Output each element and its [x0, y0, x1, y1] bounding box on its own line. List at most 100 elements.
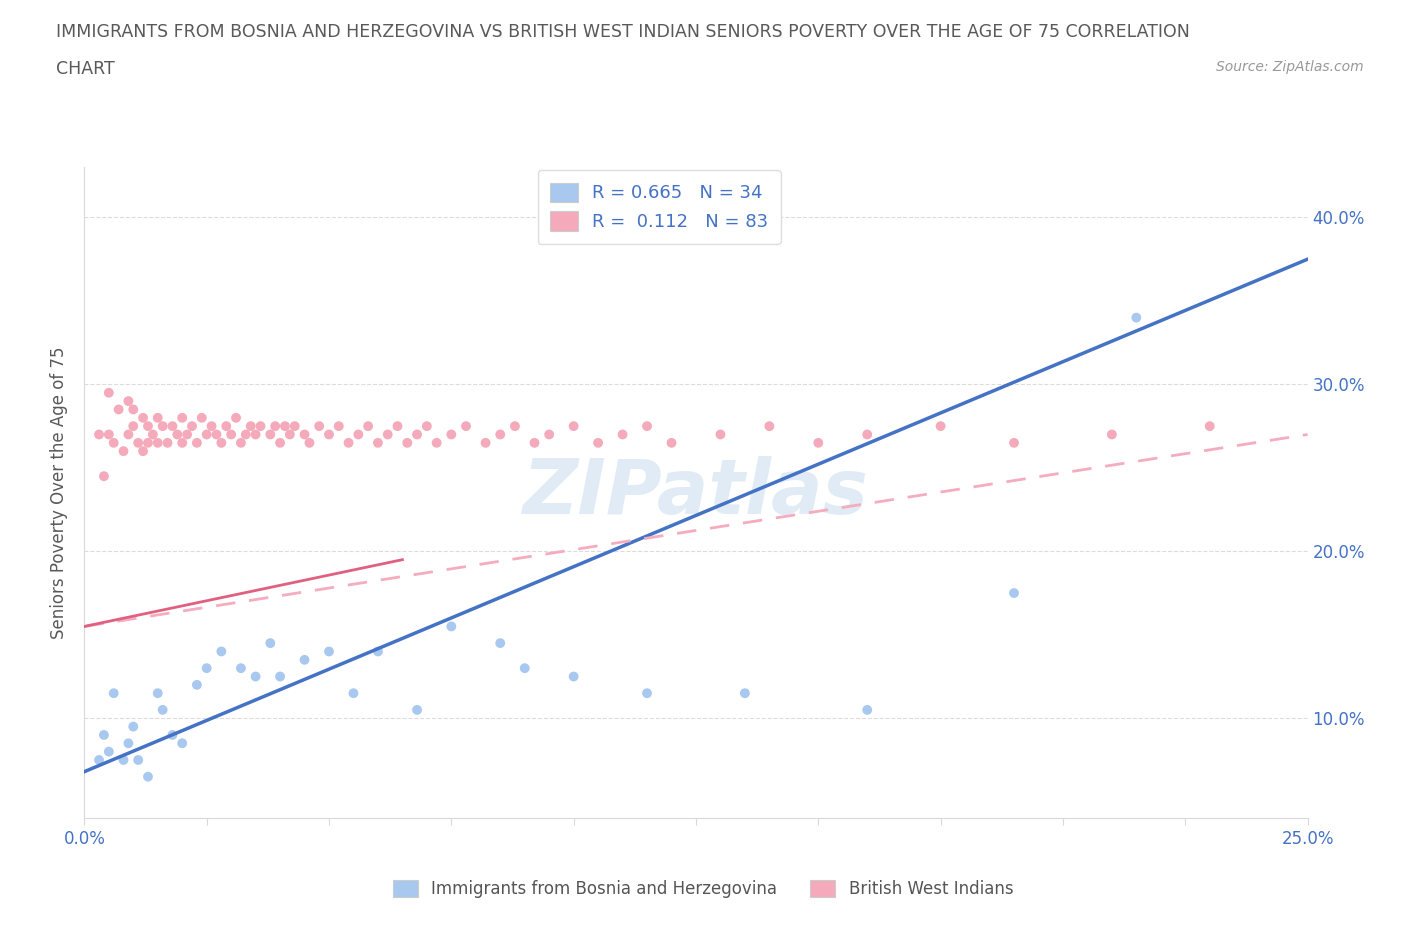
Point — [367, 644, 389, 659]
Point — [136, 418, 159, 433]
Point — [377, 427, 399, 442]
Point — [235, 427, 257, 442]
Point — [103, 435, 125, 450]
Point — [209, 644, 232, 659]
Point — [416, 418, 439, 433]
Point — [181, 418, 204, 433]
Point — [318, 644, 340, 659]
Point — [661, 435, 683, 450]
Point — [1198, 418, 1220, 433]
Point — [245, 427, 267, 442]
Point — [503, 418, 526, 433]
Point — [97, 385, 120, 400]
Point — [523, 435, 546, 450]
Point — [474, 435, 496, 450]
Point — [274, 418, 297, 433]
Point — [284, 418, 307, 433]
Point — [219, 427, 242, 442]
Point — [132, 444, 155, 458]
Point — [245, 669, 267, 684]
Point — [249, 418, 271, 433]
Point — [636, 418, 658, 433]
Point — [127, 435, 149, 450]
Point — [136, 769, 159, 784]
Point — [156, 435, 179, 450]
Point — [807, 435, 830, 450]
Point — [269, 435, 291, 450]
Point — [205, 427, 228, 442]
Point — [172, 736, 194, 751]
Point — [87, 427, 110, 442]
Point — [117, 393, 139, 408]
Point — [259, 427, 281, 442]
Point — [97, 427, 120, 442]
Point — [1101, 427, 1123, 442]
Point — [132, 410, 155, 425]
Point — [294, 652, 316, 667]
Point — [308, 418, 330, 433]
Point — [166, 427, 188, 442]
Point — [586, 435, 609, 450]
Point — [195, 660, 218, 675]
Point — [127, 752, 149, 767]
Legend: Immigrants from Bosnia and Herzegovina, British West Indians: Immigrants from Bosnia and Herzegovina, … — [387, 873, 1019, 905]
Point — [117, 427, 139, 442]
Point — [269, 669, 291, 684]
Point — [357, 418, 380, 433]
Point — [146, 685, 169, 700]
Point — [298, 435, 321, 450]
Point — [195, 427, 218, 442]
Point — [152, 702, 174, 717]
Point — [440, 427, 463, 442]
Point — [396, 435, 419, 450]
Text: IMMIGRANTS FROM BOSNIA AND HERZEGOVINA VS BRITISH WEST INDIAN SENIORS POVERTY OV: IMMIGRANTS FROM BOSNIA AND HERZEGOVINA V… — [56, 23, 1189, 41]
Point — [172, 435, 194, 450]
Point — [259, 636, 281, 651]
Point — [209, 435, 232, 450]
Point — [1320, 435, 1343, 450]
Point — [117, 736, 139, 751]
Text: CHART: CHART — [56, 60, 115, 78]
Point — [122, 418, 145, 433]
Point — [513, 660, 536, 675]
Point — [489, 427, 512, 442]
Point — [406, 702, 429, 717]
Point — [264, 418, 287, 433]
Point — [294, 427, 316, 442]
Point — [440, 619, 463, 634]
Point — [562, 669, 585, 684]
Point — [636, 685, 658, 700]
Point — [186, 677, 208, 692]
Point — [489, 636, 512, 651]
Text: ZIPatlas: ZIPatlas — [523, 456, 869, 530]
Point — [1125, 311, 1147, 325]
Point — [347, 427, 370, 442]
Point — [929, 418, 952, 433]
Point — [87, 752, 110, 767]
Point — [200, 418, 222, 433]
Point — [162, 418, 184, 433]
Point — [406, 427, 429, 442]
Point — [136, 435, 159, 450]
Point — [278, 427, 301, 442]
Point — [112, 444, 135, 458]
Point — [426, 435, 449, 450]
Point — [122, 719, 145, 734]
Point — [186, 435, 208, 450]
Point — [142, 427, 165, 442]
Y-axis label: Seniors Poverty Over the Age of 75: Seniors Poverty Over the Age of 75 — [51, 347, 69, 639]
Point — [538, 427, 561, 442]
Point — [107, 402, 129, 417]
Point — [122, 402, 145, 417]
Point — [152, 418, 174, 433]
Point — [1002, 435, 1025, 450]
Point — [337, 435, 360, 450]
Point — [454, 418, 477, 433]
Point — [612, 427, 634, 442]
Point — [856, 702, 879, 717]
Point — [103, 685, 125, 700]
Point — [97, 744, 120, 759]
Point — [172, 410, 194, 425]
Point — [162, 727, 184, 742]
Point — [93, 727, 115, 742]
